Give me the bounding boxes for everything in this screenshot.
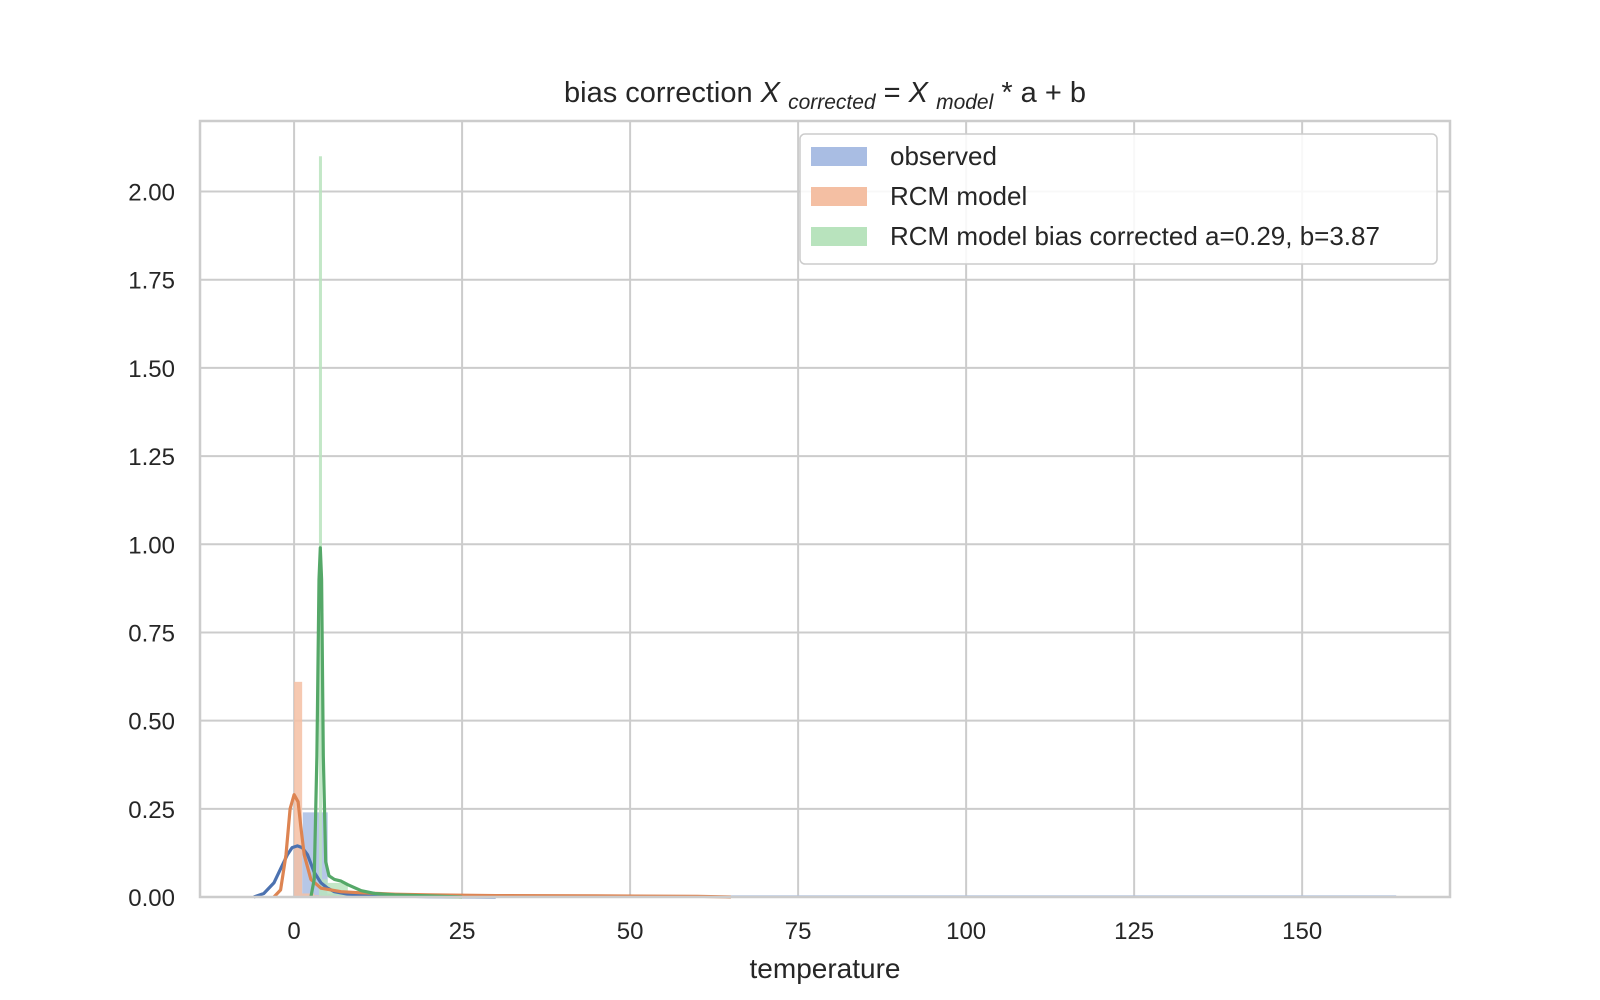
- legend-label-rcm-model: RCM model: [890, 181, 1027, 211]
- legend-label-rcm-corrected: RCM model bias corrected a=0.29, b=3.87: [890, 221, 1380, 251]
- title-prefix: bias correction: [564, 77, 761, 109]
- plot-frame: [198, 119, 1452, 899]
- y-tick-label-0: 0.00: [128, 885, 175, 912]
- chart-title: bias correction X corrected = X model * …: [564, 77, 1086, 116]
- y-tick-label-2: 0.50: [128, 709, 175, 736]
- kde-line-s0: [253, 844, 496, 899]
- legend-label-observed: observed: [890, 141, 997, 171]
- hist-bar-s1-0: [294, 681, 303, 897]
- y-tick-label-5: 1.25: [128, 444, 175, 471]
- y-tick-label-4: 1.00: [128, 532, 175, 559]
- x-ticks: 0 25 50 75 100 125 150: [287, 918, 1322, 945]
- legend: observed RCM model RCM model bias correc…: [799, 133, 1438, 265]
- y-tick-label-3: 0.75: [128, 620, 175, 647]
- hist-bar-s1-1: [302, 893, 315, 897]
- legend-swatch-rcm-corrected: [811, 227, 867, 246]
- x-tick-label-4: 100: [946, 918, 986, 945]
- legend-box: [799, 133, 1438, 265]
- title-var2: X: [908, 77, 930, 109]
- x-tick-label-2: 50: [617, 918, 644, 945]
- x-tick-label-3: 75: [785, 918, 812, 945]
- y-tick-label-8: 2.00: [128, 180, 175, 207]
- title-var1-sub: corrected: [788, 91, 877, 114]
- x-tick-label-1: 25: [449, 918, 476, 945]
- hist-bar-s2-0: [318, 156, 322, 898]
- legend-swatch-rcm-model: [811, 187, 867, 206]
- title-equals: =: [884, 77, 909, 109]
- kde-line-s2: [309, 546, 463, 899]
- legend-swatch-observed: [811, 147, 867, 166]
- y-tick-label-6: 1.50: [128, 356, 175, 383]
- kde-line-s1: [272, 793, 731, 899]
- x-tick-label-0: 0: [287, 918, 300, 945]
- y-ticks: 0.00 0.25 0.50 0.75 1.00 1.25 1.50 1.75 2.00: [128, 180, 175, 912]
- x-tick-label-6: 150: [1282, 918, 1322, 945]
- title-var1: X: [760, 77, 782, 109]
- title-var2-sub: model: [936, 91, 995, 114]
- x-axis-label: temperature: [750, 953, 901, 984]
- bars: [294, 156, 1397, 898]
- y-tick-label-7: 1.75: [128, 268, 175, 295]
- y-tick-label-1: 0.25: [128, 797, 175, 824]
- kde-lines: [253, 546, 731, 899]
- x-tick-label-5: 125: [1114, 918, 1154, 945]
- title-suffix: * a + b: [1001, 77, 1086, 109]
